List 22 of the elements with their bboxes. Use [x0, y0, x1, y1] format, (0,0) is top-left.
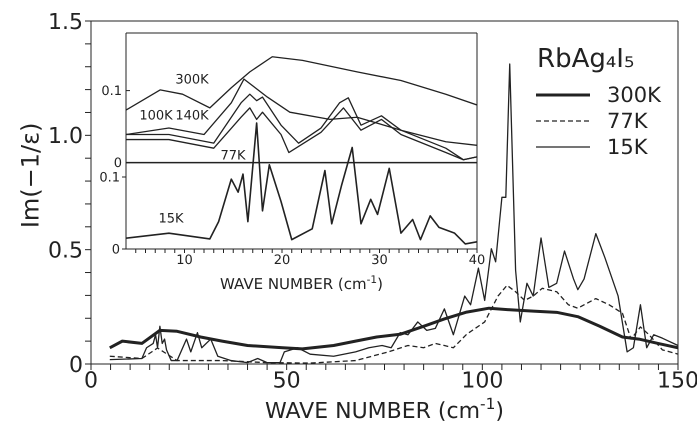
x-tick-label: 100: [461, 368, 504, 394]
x-tick-label: 50: [272, 368, 301, 394]
y-tick-label: 0.5: [48, 238, 83, 264]
x-axis-title: WAVE NUMBER (cm$^{-1}$): [264, 395, 504, 422]
annotation: 100K: [139, 108, 173, 124]
y-tick-label: 1.0: [48, 124, 83, 150]
x-tick-label: 10: [176, 253, 193, 268]
annotation: 140K: [175, 108, 209, 124]
x-tick-label: 30: [371, 253, 388, 268]
annotation: 15K: [158, 212, 184, 226]
x-axis-title: WAVE NUMBER (cm$^{-1}$): [220, 274, 383, 293]
annotation: 300K: [175, 72, 209, 88]
x-tick-label: 40: [468, 253, 486, 268]
y-axis-title: Im(−1/ε): [16, 122, 44, 228]
y-tick-label: 0: [69, 352, 83, 378]
legend-title: RbAg₄I₅: [536, 44, 636, 74]
y-tick-label: 1.5: [48, 10, 83, 35]
annotation: 77K: [220, 148, 246, 164]
legend-label: 77K: [607, 109, 648, 133]
legend-label: 15K: [607, 135, 648, 159]
x-tick-label: 20: [274, 253, 290, 268]
legend-label: 300K: [607, 83, 661, 107]
